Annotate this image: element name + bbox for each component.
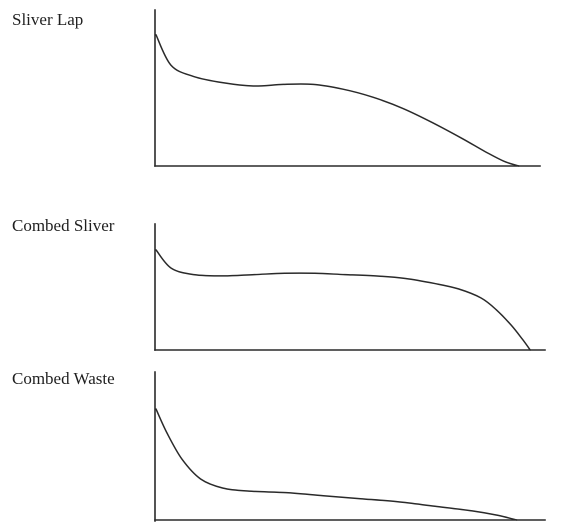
curve-sliver-lap — [155, 34, 520, 167]
panel-title-combed-sliver: Combed Sliver — [12, 216, 115, 235]
panel-sliver-lap: Sliver Lap — [12, 9, 541, 167]
panel-combed-sliver: Combed Sliver — [12, 216, 546, 351]
panel-combed-waste: Combed Waste — [12, 369, 546, 522]
panel-title-combed-waste: Combed Waste — [12, 369, 115, 388]
curve-combed-sliver — [155, 249, 531, 351]
curve-combed-waste — [155, 408, 518, 521]
panel-title-sliver-lap: Sliver Lap — [12, 10, 83, 29]
